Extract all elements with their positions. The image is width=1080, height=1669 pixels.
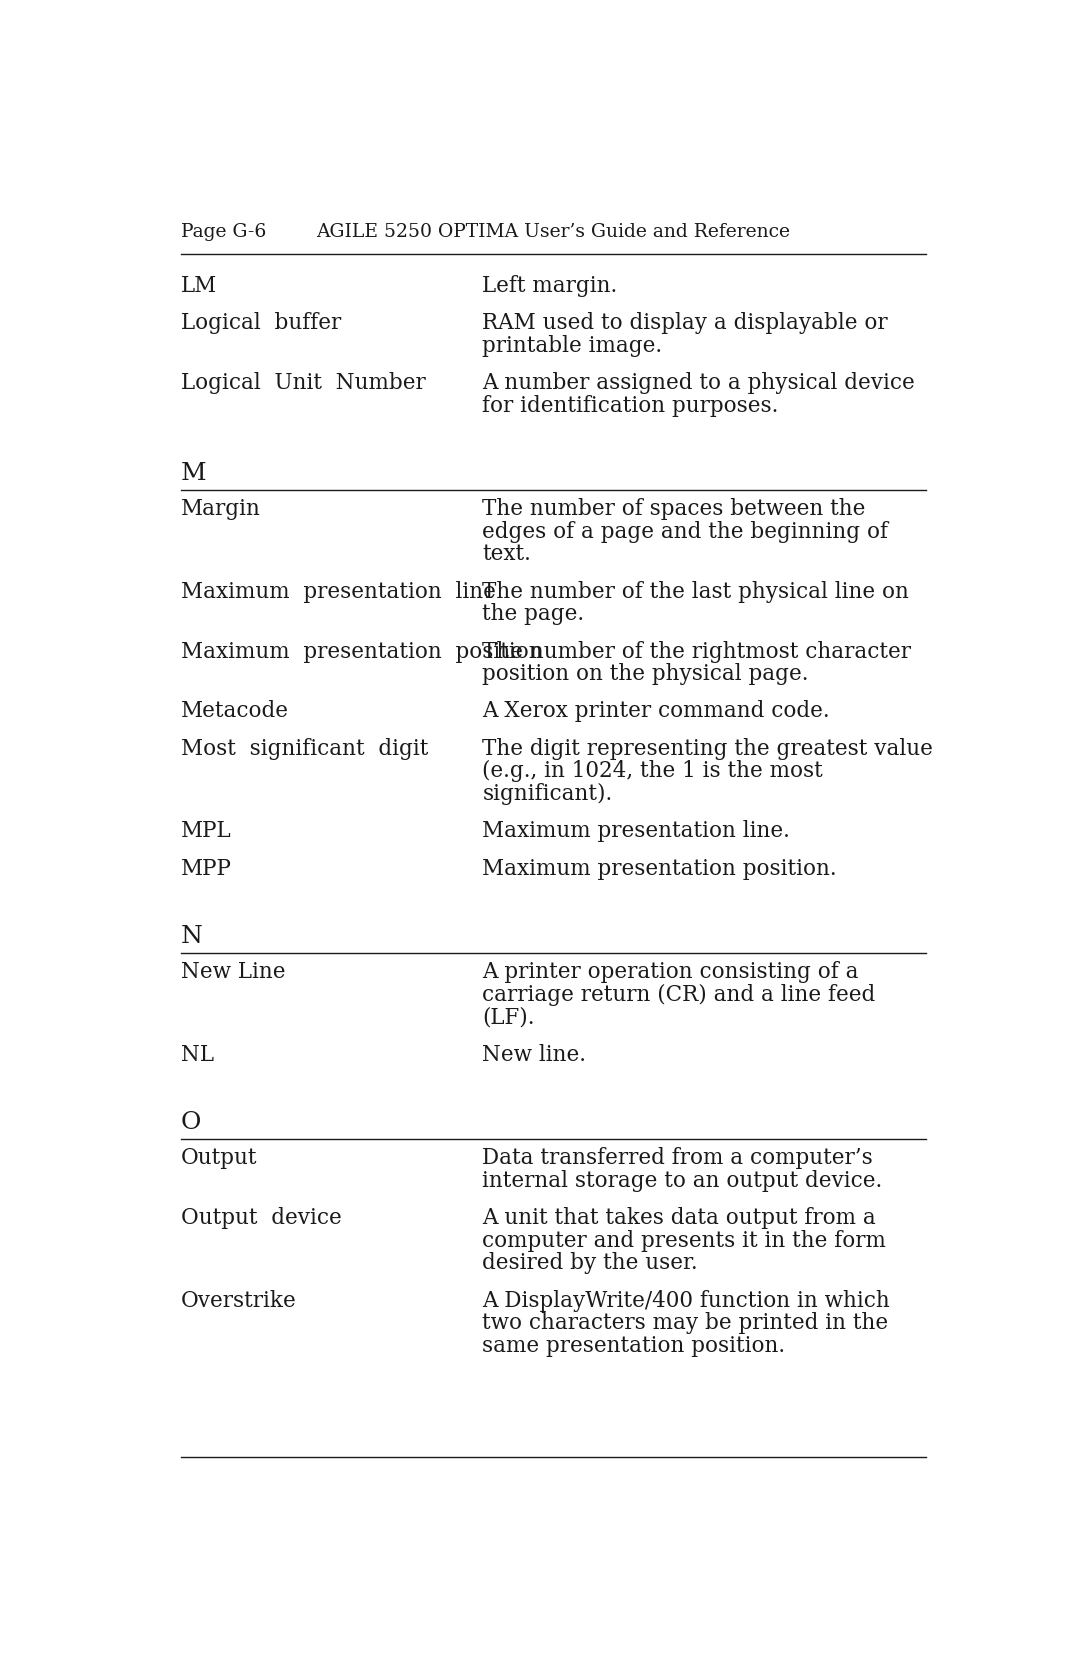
Text: desired by the user.: desired by the user. xyxy=(483,1252,698,1275)
Text: New line.: New line. xyxy=(483,1043,586,1066)
Text: NL: NL xyxy=(181,1043,214,1066)
Text: Logical  Unit  Number: Logical Unit Number xyxy=(181,372,426,394)
Text: Overstrike: Overstrike xyxy=(181,1290,297,1312)
Text: A number assigned to a physical device: A number assigned to a physical device xyxy=(483,372,915,394)
Text: (LF).: (LF). xyxy=(483,1006,535,1028)
Text: significant).: significant). xyxy=(483,783,612,804)
Text: M: M xyxy=(181,462,206,486)
Text: Margin: Margin xyxy=(181,499,261,521)
Text: carriage return (CR) and a line feed: carriage return (CR) and a line feed xyxy=(483,983,876,1006)
Text: A printer operation consisting of a: A printer operation consisting of a xyxy=(483,961,859,983)
Text: Maximum presentation position.: Maximum presentation position. xyxy=(483,858,837,880)
Text: printable image.: printable image. xyxy=(483,335,662,357)
Text: Left margin.: Left margin. xyxy=(483,275,618,297)
Text: Maximum  presentation  position: Maximum presentation position xyxy=(181,641,542,663)
Text: The number of the last physical line on: The number of the last physical line on xyxy=(483,581,909,603)
Text: internal storage to an output device.: internal storage to an output device. xyxy=(483,1170,882,1192)
Text: text.: text. xyxy=(483,542,531,566)
Text: for identification purposes.: for identification purposes. xyxy=(483,394,779,417)
Text: Page G-6: Page G-6 xyxy=(181,222,267,240)
Text: Data transferred from a computer’s: Data transferred from a computer’s xyxy=(483,1148,873,1170)
Text: The digit representing the greatest value: The digit representing the greatest valu… xyxy=(483,738,933,759)
Text: New Line: New Line xyxy=(181,961,285,983)
Text: Output: Output xyxy=(181,1148,257,1170)
Text: A unit that takes data output from a: A unit that takes data output from a xyxy=(483,1207,876,1230)
Text: The number of the rightmost character: The number of the rightmost character xyxy=(483,641,912,663)
Text: position on the physical page.: position on the physical page. xyxy=(483,663,809,684)
Text: Maximum  presentation  line: Maximum presentation line xyxy=(181,581,496,603)
Text: (e.g., in 1024, the 1 is the most: (e.g., in 1024, the 1 is the most xyxy=(483,761,823,783)
Text: MPP: MPP xyxy=(181,858,232,880)
Text: O: O xyxy=(181,1112,201,1135)
Text: Logical  buffer: Logical buffer xyxy=(181,312,341,334)
Text: MPL: MPL xyxy=(181,819,231,843)
Text: AGILE 5250 OPTIMA User’s Guide and Reference: AGILE 5250 OPTIMA User’s Guide and Refer… xyxy=(316,222,791,240)
Text: computer and presents it in the form: computer and presents it in the form xyxy=(483,1230,887,1252)
Text: LM: LM xyxy=(181,275,217,297)
Text: RAM used to display a displayable or: RAM used to display a displayable or xyxy=(483,312,888,334)
Text: The number of spaces between the: The number of spaces between the xyxy=(483,499,866,521)
Text: Maximum presentation line.: Maximum presentation line. xyxy=(483,819,791,843)
Text: A Xerox printer command code.: A Xerox printer command code. xyxy=(483,701,831,723)
Text: Most  significant  digit: Most significant digit xyxy=(181,738,429,759)
Text: the page.: the page. xyxy=(483,603,584,626)
Text: same presentation position.: same presentation position. xyxy=(483,1335,785,1357)
Text: edges of a page and the beginning of: edges of a page and the beginning of xyxy=(483,521,889,542)
Text: Metacode: Metacode xyxy=(181,701,289,723)
Text: two characters may be printed in the: two characters may be printed in the xyxy=(483,1312,889,1334)
Text: N: N xyxy=(181,925,203,948)
Text: Output  device: Output device xyxy=(181,1207,341,1230)
Text: A DisplayWrite/400 function in which: A DisplayWrite/400 function in which xyxy=(483,1290,890,1312)
